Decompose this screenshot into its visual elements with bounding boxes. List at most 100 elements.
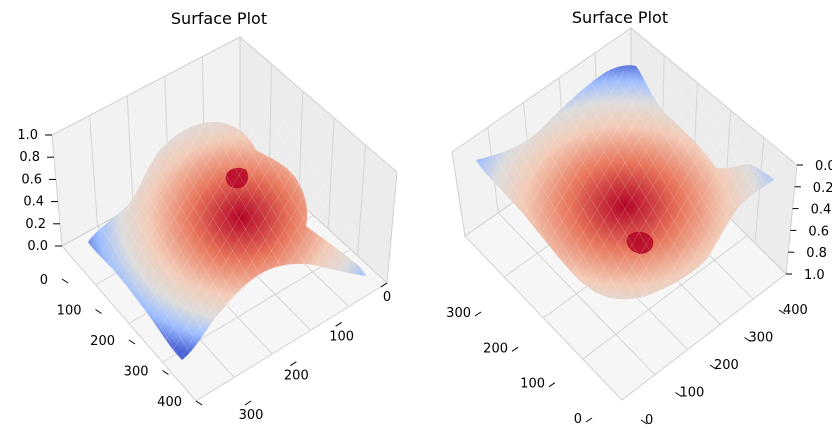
left-y-axis-tick [95,309,102,314]
mesh-line [597,70,737,302]
mesh-line [667,70,807,302]
right-y-axis-tick [744,337,751,342]
grid-line [268,63,272,176]
mesh-line [695,73,832,302]
mesh-line [569,70,709,302]
mesh-line [127,119,273,361]
mesh-line [639,70,779,302]
left-z-axis-tick-label: 0.0 [27,239,48,254]
mesh-line [499,70,639,302]
mesh-line [114,119,260,361]
mesh-line [625,70,765,302]
right-surface [476,65,774,300]
grid-line [754,137,765,244]
mesh-line [457,70,597,302]
mesh-line [485,70,625,302]
left-y-axis-tick-label: 200 [90,334,115,349]
mesh-line [244,119,390,361]
mesh-line [166,119,312,361]
mesh-line [218,119,364,361]
right-y-axis-tick [640,419,648,425]
left-plot-title: Surface Plot [171,9,267,28]
left-z-axis-tick-label: 0.8 [19,150,40,165]
mesh-line [140,119,286,361]
mesh-line [443,70,583,302]
left-y-axis-tick [61,278,69,284]
grid-line [126,95,134,207]
mesh-line [415,70,555,302]
left-x-axis-tick-label: 100 [329,329,354,344]
left-x-axis-tick [335,321,342,327]
mesh-line [485,70,625,302]
mesh-line [270,119,416,361]
right-surface-mesh [415,70,832,302]
mesh-line [541,70,681,302]
left-y-axis-tick [162,370,169,375]
mesh-line [527,70,667,302]
right-z-axis-tick-label: 0.0 [815,159,832,174]
right-y-axis-tick [709,364,717,370]
right-z-axis-tick-label: 0.6 [808,224,829,239]
mesh-line [513,70,653,302]
grid-line [327,117,335,230]
left-z-axis-tick-label: 0.6 [21,172,42,187]
mesh-line [205,119,351,361]
right-z-axis: 0.0 0.2 0.4 0.6 0.8 1.0 [786,159,832,283]
left-surface-plot: Surface Plot 0.0 0.2 0.4 0.6 0.8 1.0 300 200 10… [17,9,429,423]
left-z-axis: 0.0 0.2 0.4 0.6 0.8 1.0 [17,128,62,254]
mesh-line [555,70,695,302]
mesh-line [179,119,325,361]
mesh-line [499,70,639,302]
mesh-line [471,70,611,302]
mesh-line [36,119,182,361]
mesh-line [583,70,723,302]
left-x-axis-tick [290,361,297,367]
mesh-line [653,70,793,302]
right-x-axis-tick [511,346,519,352]
grid-line [582,235,748,360]
mesh-line [583,70,723,302]
right-x-axis-tick [474,311,482,317]
right-surface-dimple [626,231,654,254]
right-y-axis-tick-label: 200 [714,358,739,373]
mesh-line [429,70,569,302]
left-y-axis-tick-label: 100 [57,304,82,319]
mesh-line [639,70,779,302]
mesh-line [75,119,221,361]
mesh-line [192,119,338,361]
mesh-line [283,119,429,361]
left-z-axis-tick-label: 1.0 [17,128,38,143]
mesh-line [681,70,821,302]
mesh-line [231,119,377,361]
right-z-axis-tick-label: 1.0 [804,268,825,283]
mesh-line [457,70,597,302]
right-y-axis-tick [675,392,682,397]
right-x-axis-tick-label: 300 [446,306,471,321]
left-x-axis-tick-label: 0 [383,290,391,305]
mesh-line [49,119,195,361]
mesh-line [36,119,182,361]
right-y-axis: 0 100 200 300 400 [640,303,808,428]
left-y-axis-tick [128,339,136,345]
mesh-line [140,119,286,361]
mesh-line [257,119,403,361]
mesh-line [244,119,390,361]
right-x-axis-tick [585,417,593,423]
right-x-axis-tick-label: 100 [520,377,545,392]
mesh-line [597,70,737,302]
right-y-axis-tick-label: 300 [749,331,774,346]
right-z-axis-tick-label: 0.4 [811,203,832,218]
mesh-line [62,119,208,361]
mesh-line [114,119,260,361]
mesh-line [611,70,751,302]
left-y-axis-tick-label: 400 [157,395,182,410]
mesh-line [283,119,429,361]
mesh-line [75,119,221,361]
left-z-axis-tick-label: 0.2 [25,217,46,232]
mesh-line [23,119,169,361]
right-surface-plot: Surface Plot 0.0 0.2 0.4 0.6 0.8 1.0 300 200 10… [415,8,832,428]
mesh-line [166,119,312,361]
mesh-line [127,119,273,361]
mesh-line [443,70,583,302]
left-y-axis-tick-label: 300 [124,365,149,380]
